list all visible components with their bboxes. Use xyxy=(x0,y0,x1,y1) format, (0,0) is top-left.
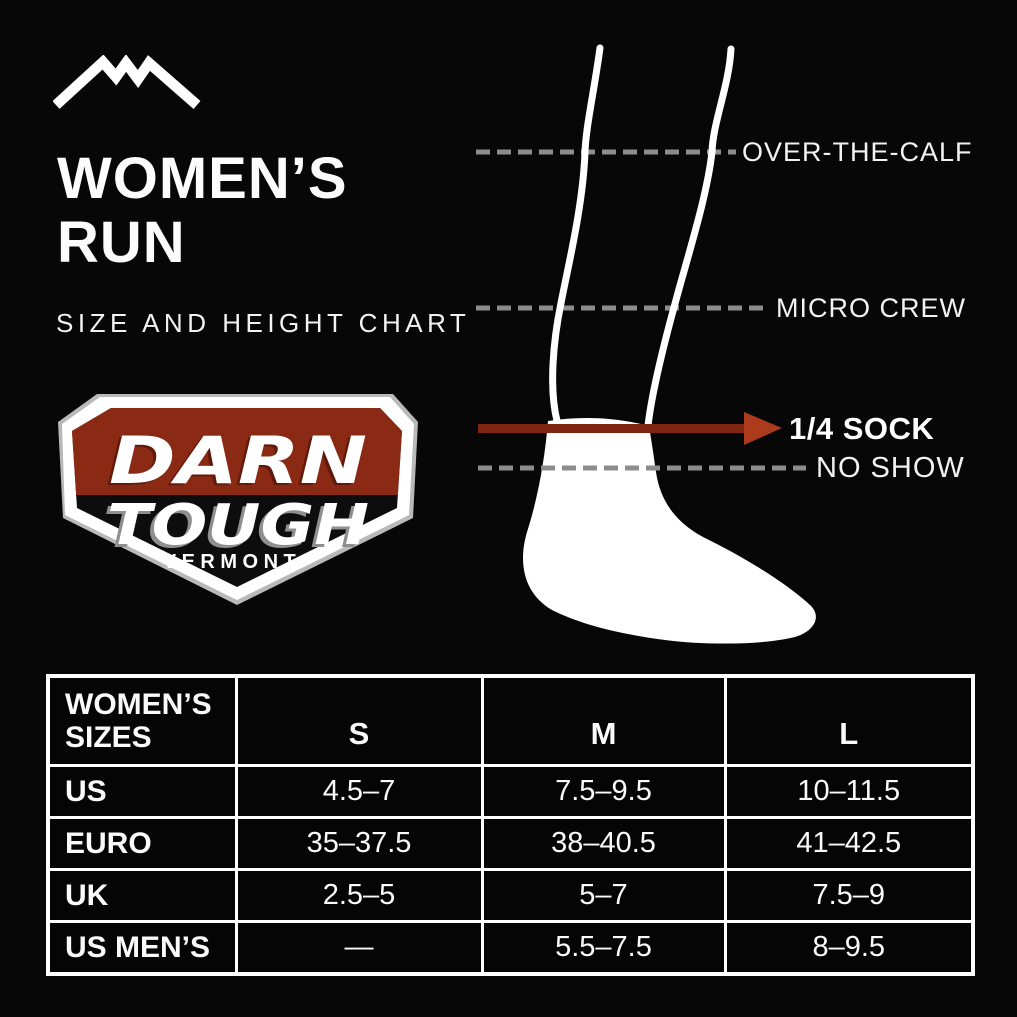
cell-uk-m: 5–7 xyxy=(480,868,727,923)
mountain-logo-icon xyxy=(53,55,201,109)
sock-silhouette xyxy=(523,418,816,644)
badge-word-vermont: VERMONT xyxy=(163,551,302,573)
cell-uk-l: 7.5–9 xyxy=(723,868,975,923)
mountain-ridge-line xyxy=(53,55,201,109)
darn-tough-badge: DARN DARN TOUGH TOUGH VERMONT ® xyxy=(58,394,418,605)
cell-us-mens-l: 8–9.5 xyxy=(723,920,975,976)
table-row-euro: EURO 35–37.5 38–40.5 41–42.5 xyxy=(46,816,975,871)
row-label-euro: EURO xyxy=(46,816,238,871)
label-micro-crew: MICRO CREW xyxy=(776,293,966,323)
leg-outline-front xyxy=(644,45,735,430)
table-row-us-mens: US MEN’S — 5.5–7.5 8–9.5 xyxy=(46,920,975,976)
badge-word-darn: DARN xyxy=(109,424,367,499)
column-header-m: M xyxy=(480,674,727,767)
label-quarter-sock: 1/4 SOCK xyxy=(789,411,935,446)
table-row-uk: UK 2.5–5 5–7 7.5–9 xyxy=(46,868,975,923)
cell-us-mens-s: — xyxy=(234,920,484,976)
leg-sock-height-diagram xyxy=(476,44,816,644)
column-header-l: L xyxy=(723,674,975,767)
cell-euro-s: 35–37.5 xyxy=(234,816,484,871)
badge-word-tough-shadow: TOUGH xyxy=(103,496,365,561)
womens-size-table: WOMEN’S SIZES S M L US 4.5–7 7.5–9.5 10–… xyxy=(46,674,975,976)
cell-us-mens-m: 5.5–7.5 xyxy=(480,920,727,976)
page-title: WOMEN’S RUN xyxy=(57,147,348,275)
badge-word-darn-shadow: DARN xyxy=(106,426,364,501)
row-label-uk: UK xyxy=(46,868,238,923)
row-label-us-mens: US MEN’S xyxy=(46,920,238,976)
title-line-2: RUN xyxy=(57,210,186,275)
badge-word-tough: TOUGH xyxy=(107,493,369,558)
table-header-row: WOMEN’S SIZES S M L xyxy=(46,674,975,767)
page-subtitle: SIZE AND HEIGHT CHART xyxy=(56,308,471,338)
table-corner-header: WOMEN’S SIZES xyxy=(46,674,238,767)
column-header-s: S xyxy=(234,674,484,767)
cell-us-l: 10–11.5 xyxy=(723,764,975,819)
label-over-the-calf: OVER-THE-CALF xyxy=(742,137,973,167)
cell-us-s: 4.5–7 xyxy=(234,764,484,819)
cell-euro-l: 41–42.5 xyxy=(723,816,975,871)
cell-us-m: 7.5–9.5 xyxy=(480,764,727,819)
title-line-1: WOMEN’S xyxy=(57,146,348,211)
quarter-sock-arrow-head-icon xyxy=(744,412,782,445)
label-no-show: NO SHOW xyxy=(816,452,965,484)
badge-registered-mark: ® xyxy=(313,550,320,560)
cell-euro-m: 38–40.5 xyxy=(480,816,727,871)
row-label-us: US xyxy=(46,764,238,819)
badge-red-field xyxy=(72,408,402,495)
cell-uk-s: 2.5–5 xyxy=(234,868,484,923)
leg-outline-back xyxy=(549,44,604,425)
size-table: WOMEN’S SIZES S M L US 4.5–7 7.5–9.5 10–… xyxy=(46,674,975,976)
quarter-sock-arrow-shaft xyxy=(478,424,748,433)
table-row-us: US 4.5–7 7.5–9.5 10–11.5 xyxy=(46,764,975,819)
